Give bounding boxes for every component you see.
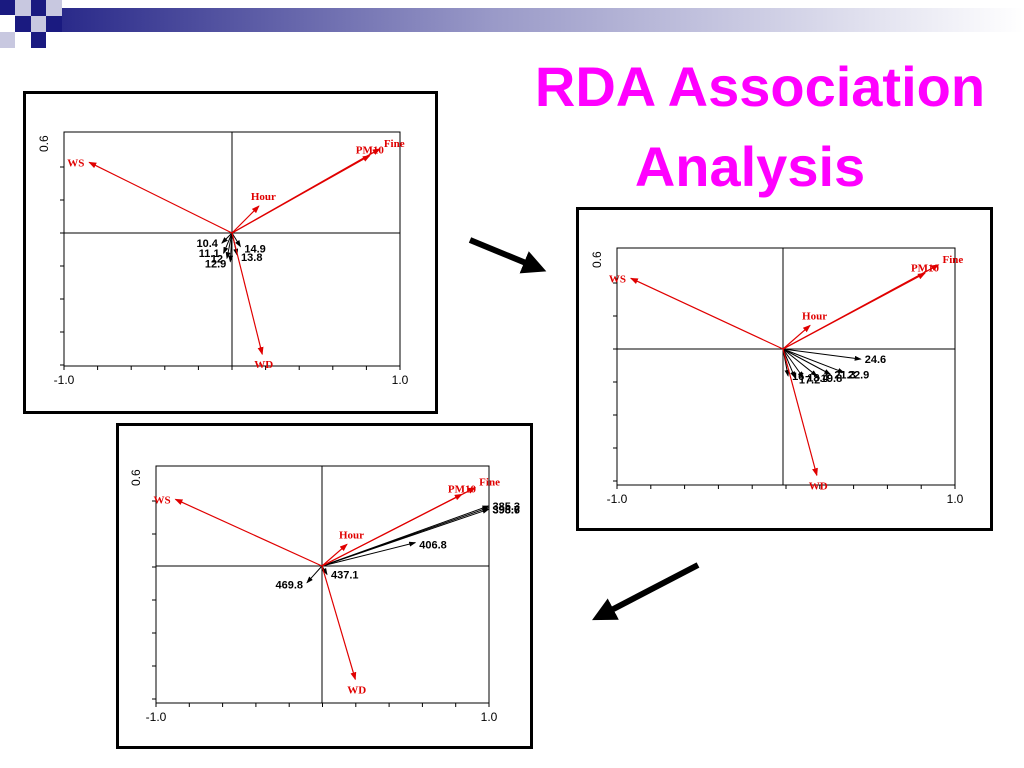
env-label-wd: WD [809, 480, 828, 492]
sample-label: 19.8 [821, 373, 842, 385]
sample-label: 469.8 [275, 580, 303, 592]
env-vector-fine [782, 264, 940, 350]
sample-vector [321, 541, 417, 567]
sample-vector [223, 232, 233, 255]
env-label-fine: Fine [384, 138, 405, 150]
x-tick-label-max: 1.0 [947, 492, 964, 506]
x-tick-label-max: 1.0 [392, 373, 409, 387]
env-vector-fine [231, 148, 381, 234]
sample-vector [782, 348, 862, 361]
banner-square [31, 32, 46, 48]
env-vector-wd [782, 348, 818, 477]
sample-vector [321, 508, 490, 567]
rda-plot-3: 0.6 -1.0 1.0 385.3 395.7 398.6 406.8 437.1 469.8… [116, 423, 533, 749]
rda-plot-1: 0.6 -1.0 1.0 10.4 14.9 11.1 13.8 12 12.9 WS PM10 Fi… [23, 91, 438, 414]
env-label-ws: WS [609, 273, 626, 285]
slide-title-line-1: RDA Association [534, 55, 986, 118]
sample-label: 22.9 [848, 370, 869, 382]
env-vector-hour [321, 543, 348, 567]
env-vector-wd [321, 565, 357, 681]
sample-vector [782, 348, 796, 379]
env-label-hour: Hour [251, 191, 276, 203]
flow-arrow-left [592, 562, 700, 621]
sample-label: 385.3 [493, 501, 521, 513]
sample-label: 12.9 [205, 259, 226, 271]
rda-biplot-2: 0.6-1.0 1.024.622.921.319.818.417.216WSPM… [590, 247, 964, 506]
sample-label: 398.6 [493, 504, 521, 516]
banner-square [0, 32, 15, 48]
env-label-hour: Hour [339, 529, 364, 541]
env-vector-wd [231, 232, 264, 356]
sample-vector [228, 232, 234, 263]
sample-vector [225, 232, 233, 260]
banner-square [15, 0, 31, 16]
env-label-wd: WD [254, 359, 273, 371]
env-label-ws: WS [67, 157, 84, 169]
sample-label: 16 [792, 371, 804, 383]
x-tick-label-max: 1.0 [481, 710, 498, 724]
y-tick-label: 0.6 [129, 469, 143, 486]
banner-square [0, 0, 15, 15]
env-vector-ws [174, 498, 323, 567]
banner-square [31, 16, 46, 32]
sample-label: 395.7 [493, 505, 521, 517]
banner-square [46, 16, 62, 32]
sample-label: 24.6 [865, 354, 886, 366]
env-vector-ws [629, 277, 784, 350]
rda-biplot-1: 0.6-1.0 1.010.4 14.911.1 13.81212.9WSPM10Fi… [37, 131, 409, 387]
sample-label: 10.4 [196, 238, 218, 250]
sample-vector [782, 348, 804, 379]
sample-vector [221, 232, 233, 244]
banner-square [31, 0, 46, 16]
sample-label: 437.1 [331, 569, 359, 581]
env-vector-hour [782, 324, 811, 350]
env-label-fine: Fine [479, 477, 500, 489]
banner-square [46, 0, 62, 16]
sample-vector [306, 565, 323, 584]
sample-label: 17.2 [799, 375, 820, 387]
banner-square [15, 16, 31, 32]
slide-banner [0, 0, 1024, 48]
sample-vector [782, 348, 818, 377]
sample-label: 12 [211, 253, 223, 265]
sample-label: 21.3 [834, 369, 855, 381]
env-label-fine: Fine [942, 254, 963, 266]
x-tick-label-min: -1.0 [146, 710, 167, 724]
slide-title-line-2: Analysis [634, 135, 866, 198]
env-vector-ws [88, 161, 233, 234]
y-tick-label: 0.6 [590, 251, 604, 268]
env-label-ws: WS [153, 494, 170, 506]
sample-label: 13.8 [241, 252, 262, 264]
sample-vector [782, 348, 845, 374]
sample-label: 406.8 [419, 540, 447, 552]
env-label-wd: WD [347, 684, 366, 696]
sample-vector [782, 348, 832, 375]
sample-vector [231, 232, 241, 248]
rda-plot-2: 0.6 -1.0 1.0 24.6 22.9 21.3 19.8 18.4 17.2 16 WS PM… [576, 207, 993, 531]
sample-label: 18.4 [807, 373, 829, 385]
y-tick-label: 0.6 [37, 135, 51, 152]
x-tick-label-min: -1.0 [607, 492, 628, 506]
banner-gradient-bar [62, 8, 1024, 32]
env-label-hour: Hour [802, 310, 827, 322]
sample-label: 14.9 [244, 243, 265, 255]
x-tick-label-min: -1.0 [54, 373, 75, 387]
flow-arrow-right [468, 237, 547, 274]
env-vector-hour [231, 205, 260, 234]
sample-label: 11.1 [199, 248, 220, 260]
env-vector-fine [321, 487, 477, 567]
